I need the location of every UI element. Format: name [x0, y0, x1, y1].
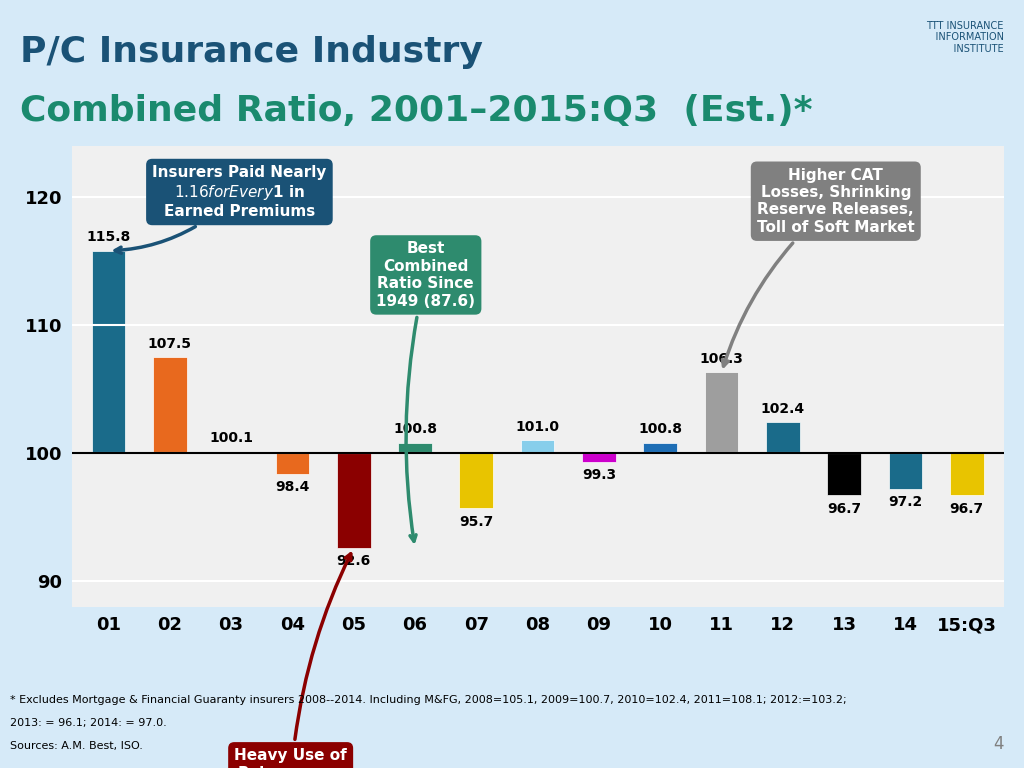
Bar [705, 372, 738, 453]
Bar [460, 453, 494, 508]
Text: 4: 4 [993, 735, 1004, 753]
Text: Sources: A.M. Best, ISO.: Sources: A.M. Best, ISO. [10, 741, 143, 751]
Text: 102.4: 102.4 [761, 402, 805, 416]
Text: Combined Ratio, 2001–2015:Q3  (Est.)*: Combined Ratio, 2001–2015:Q3 (Est.)* [20, 94, 813, 128]
Text: 106.3: 106.3 [699, 352, 743, 366]
Text: 95.7: 95.7 [459, 515, 494, 528]
Bar [827, 453, 861, 495]
Bar [950, 453, 984, 495]
Bar [398, 443, 432, 453]
Bar [91, 251, 125, 453]
Bar [766, 422, 800, 453]
Text: Insurers Paid Nearly
$1.16 for Every $1 in
Earned Premiums: Insurers Paid Nearly $1.16 for Every $1 … [115, 165, 327, 253]
Bar [214, 452, 248, 453]
Text: 98.4: 98.4 [275, 480, 309, 494]
Text: P/C Insurance Industry: P/C Insurance Industry [20, 35, 483, 68]
Text: 97.2: 97.2 [888, 495, 923, 509]
Text: Heavy Use of
Reinsurance
Lowered Net
Losses: Heavy Use of Reinsurance Lowered Net Los… [234, 554, 351, 768]
Text: 96.7: 96.7 [949, 502, 984, 516]
Text: TTT INSURANCE
    INFORMATION
    INSTITUTE: TTT INSURANCE INFORMATION INSTITUTE [923, 21, 1004, 54]
Text: Higher CAT
Losses, Shrinking
Reserve Releases,
Toll of Soft Market: Higher CAT Losses, Shrinking Reserve Rel… [722, 167, 914, 366]
Bar [889, 453, 923, 489]
Text: * Excludes Mortgage & Financial Guaranty insurers 2008--2014. Including M&FG, 20: * Excludes Mortgage & Financial Guaranty… [10, 695, 847, 705]
Bar [337, 453, 371, 548]
Text: Best
Combined
Ratio Since
1949 (87.6): Best Combined Ratio Since 1949 (87.6) [376, 241, 475, 541]
Text: 99.3: 99.3 [582, 468, 616, 482]
Bar [275, 453, 309, 474]
Bar [582, 453, 615, 462]
Text: 100.8: 100.8 [393, 422, 437, 436]
Bar [643, 443, 677, 453]
Text: 107.5: 107.5 [147, 336, 191, 351]
Bar [153, 357, 186, 453]
Bar [521, 440, 554, 453]
Text: 96.7: 96.7 [827, 502, 861, 516]
Text: 100.1: 100.1 [209, 432, 253, 445]
Text: 100.8: 100.8 [638, 422, 682, 436]
Text: 92.6: 92.6 [337, 554, 371, 568]
Text: 2013: = 96.1; 2014: = 97.0.: 2013: = 96.1; 2014: = 97.0. [10, 718, 167, 728]
Text: 101.0: 101.0 [516, 420, 559, 434]
Text: 115.8: 115.8 [86, 230, 131, 244]
